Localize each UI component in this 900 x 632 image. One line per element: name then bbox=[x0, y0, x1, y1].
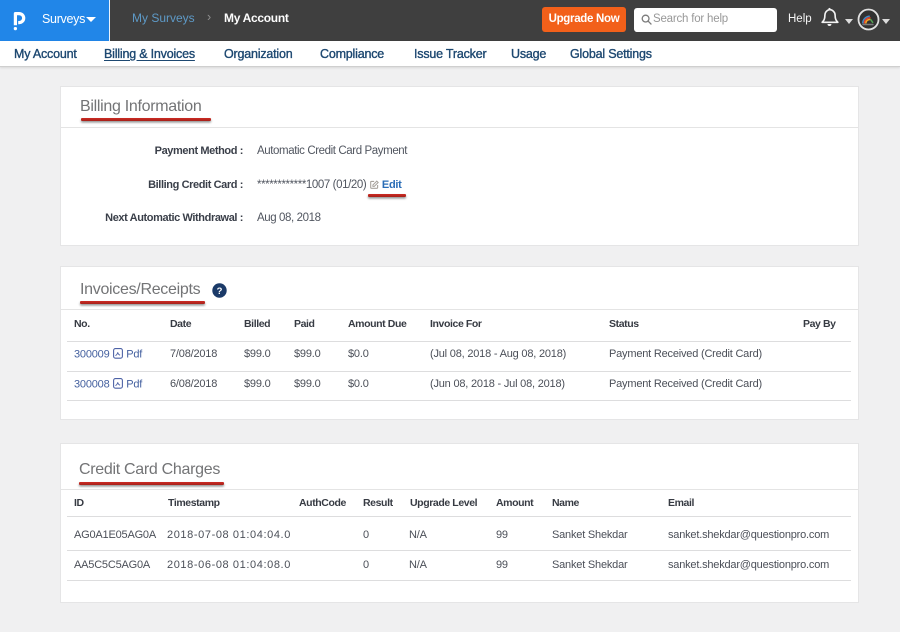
svg-text:?: ? bbox=[217, 286, 223, 297]
